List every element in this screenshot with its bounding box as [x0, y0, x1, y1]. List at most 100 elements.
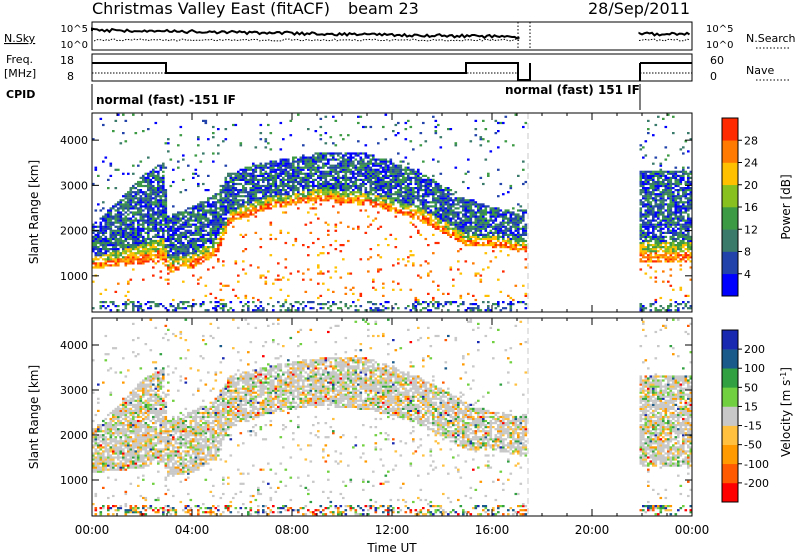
- power-cell: [267, 189, 270, 192]
- power-cell: [442, 201, 445, 204]
- power-cell: [522, 237, 525, 241]
- power-cell: [214, 203, 218, 206]
- power-cell: [219, 231, 223, 234]
- power-cell: [374, 178, 378, 181]
- power-cell: [524, 211, 528, 214]
- power-cell: [497, 235, 500, 238]
- power-cell: [657, 209, 660, 212]
- power-cell: [479, 309, 483, 312]
- power-cell: [414, 197, 418, 200]
- power-cell: [417, 176, 420, 179]
- power-cell: [119, 221, 123, 224]
- power-cell: [297, 170, 300, 173]
- power-cell: [469, 205, 473, 208]
- power-cell: [127, 199, 130, 202]
- power-cell: [164, 248, 168, 251]
- power-cell: [147, 176, 150, 179]
- power-cell: [644, 170, 648, 173]
- power-cell: [284, 184, 288, 188]
- power-cell: [322, 199, 325, 202]
- power-cell: [152, 174, 155, 177]
- power-cell: [174, 239, 178, 243]
- power-cell: [397, 176, 400, 179]
- power-cell: [157, 172, 160, 175]
- power-cell: [382, 305, 385, 308]
- power-cell: [179, 241, 183, 245]
- power-cell: [304, 180, 308, 184]
- power-cell: [249, 174, 253, 177]
- power-cell: [259, 246, 263, 249]
- power-cell: [362, 125, 365, 129]
- power-cell: [262, 184, 265, 188]
- power-cell: [107, 209, 110, 212]
- power-cell: [244, 174, 248, 177]
- power-cell: [517, 239, 520, 243]
- power-cell: [254, 187, 258, 190]
- power-cell: [122, 227, 125, 230]
- power-cell: [504, 231, 508, 234]
- power-cell: [374, 172, 378, 175]
- power-cell: [502, 235, 505, 238]
- power-cell: [252, 184, 255, 188]
- power-cell: [249, 264, 253, 267]
- power-cell: [229, 203, 233, 206]
- power-cell: [99, 221, 103, 224]
- power-cell: [437, 288, 440, 291]
- power-cell: [97, 248, 100, 251]
- power-cell: [382, 125, 385, 129]
- power-cell: [239, 205, 243, 208]
- power-cell: [414, 307, 418, 310]
- power-cell: [319, 272, 323, 275]
- power-cell: [192, 241, 195, 245]
- power-cell: [642, 229, 645, 232]
- power-cell: [287, 193, 290, 196]
- power-cell: [147, 260, 150, 263]
- power-cell: [399, 168, 403, 171]
- power-cell: [164, 166, 168, 169]
- power-cell: [207, 231, 210, 234]
- power-cell: [639, 184, 643, 188]
- power-cell: [162, 164, 165, 167]
- power-cell: [162, 258, 165, 261]
- power-cell: [369, 201, 373, 204]
- power-cell: [659, 296, 663, 300]
- power-cell: [99, 237, 103, 241]
- power-cell: [419, 178, 423, 181]
- power-cell: [524, 209, 528, 212]
- power-cell: [482, 213, 485, 216]
- power-cell: [407, 174, 410, 177]
- power-cell: [414, 187, 418, 190]
- power-cell: [427, 193, 430, 196]
- power-cell: [429, 221, 433, 224]
- power-cell: [372, 176, 375, 179]
- power-cell: [444, 211, 448, 214]
- power-cell: [522, 211, 525, 214]
- power-cell: [184, 233, 188, 236]
- power-cell: [114, 187, 118, 190]
- power-cell: [647, 203, 650, 206]
- power-cell: [107, 178, 110, 181]
- power-cell: [652, 217, 655, 220]
- power-cell: [317, 182, 320, 186]
- power-cell: [192, 207, 195, 210]
- power-cell: [472, 225, 475, 228]
- power-cell: [332, 189, 335, 192]
- power-cell: [187, 241, 190, 245]
- power-cell: [152, 235, 155, 238]
- power-cell: [207, 256, 210, 259]
- power-cell: [412, 305, 415, 308]
- power-cell: [107, 254, 110, 257]
- power-cell: [144, 215, 148, 218]
- power-cell: [334, 180, 338, 184]
- power-cell: [324, 156, 328, 159]
- power-cell: [144, 178, 148, 181]
- power-cell: [139, 203, 143, 206]
- power-cell: [134, 305, 138, 308]
- power-cell: [324, 187, 328, 190]
- power-cell: [437, 219, 440, 222]
- power-cell: [502, 229, 505, 232]
- power-cell: [222, 307, 225, 310]
- power-cell: [329, 166, 333, 169]
- power-cell: [182, 307, 185, 310]
- power-cell: [102, 248, 105, 251]
